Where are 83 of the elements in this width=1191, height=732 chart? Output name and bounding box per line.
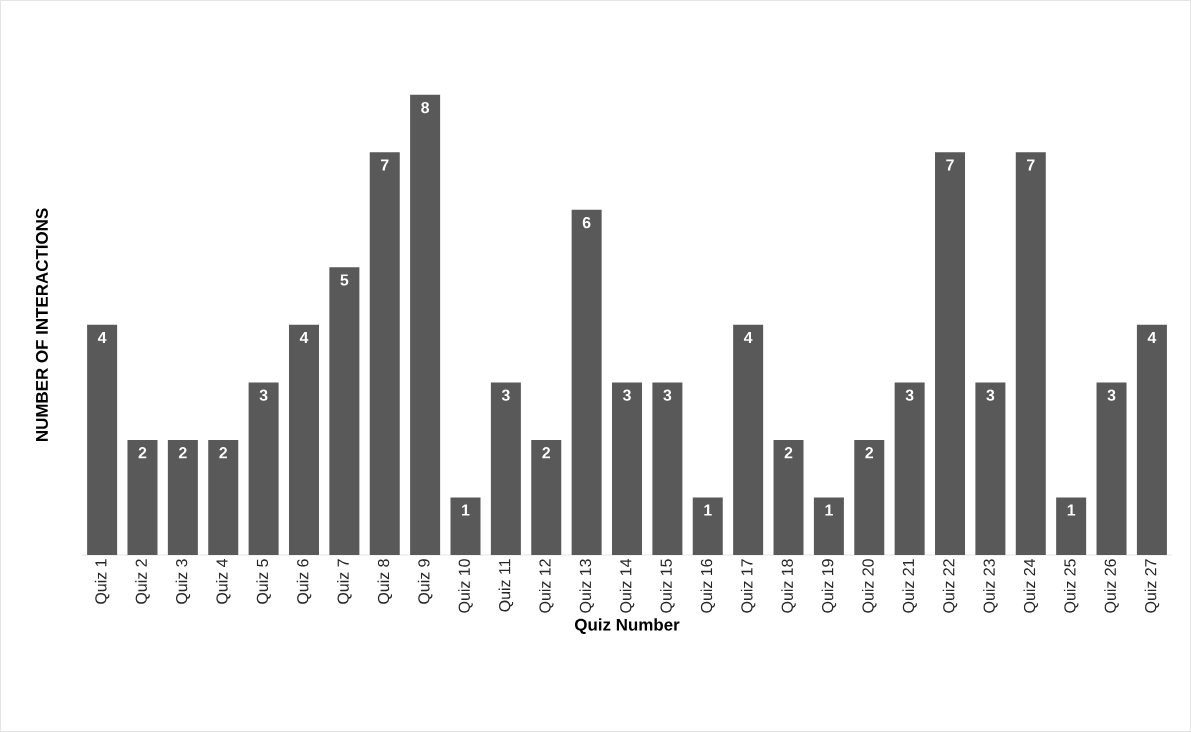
x-tick-label: Quiz 2 (135, 559, 150, 604)
x-tick-label: Quiz 5 (256, 559, 271, 604)
bar (531, 439, 562, 556)
bar (127, 439, 158, 556)
x-tick-label: Quiz 7 (337, 559, 352, 604)
y-axis-title: NUMBER OF INTERACTIONS (35, 208, 48, 441)
bar (410, 94, 441, 556)
data-label: 3 (259, 389, 268, 401)
data-label: 3 (905, 389, 914, 401)
bar (1136, 324, 1167, 556)
x-tick-label: Quiz 27 (1144, 559, 1160, 613)
data-label: 2 (865, 447, 874, 459)
data-label: 2 (138, 447, 147, 459)
x-tick-label: Quiz 8 (377, 559, 393, 604)
data-label: 4 (299, 332, 309, 344)
bar (612, 382, 643, 556)
bar (652, 382, 683, 556)
data-label: 7 (1027, 159, 1035, 171)
x-tick-label: Quiz 10 (458, 559, 473, 613)
bar (288, 324, 319, 556)
bar (813, 497, 844, 556)
x-tick-label: Quiz 15 (660, 559, 675, 613)
x-tick-label: Quiz 23 (983, 559, 998, 613)
data-label: 4 (743, 332, 753, 344)
bar (692, 497, 723, 556)
bar (733, 324, 764, 556)
data-label: 2 (784, 447, 793, 459)
bar (571, 209, 602, 556)
bar (369, 152, 400, 556)
bar (248, 382, 279, 556)
bar (1015, 152, 1046, 556)
data-label: 1 (704, 504, 712, 516)
x-tick-label: Quiz 3 (175, 559, 191, 604)
x-tick-label: Quiz 22 (942, 559, 958, 613)
bar (450, 497, 481, 556)
x-tick-label: Quiz 4 (215, 559, 231, 604)
bar (490, 382, 521, 556)
data-label: 8 (421, 101, 430, 114)
x-tick-label: Quiz 25 (1063, 559, 1079, 613)
x-tick-label: Quiz 9 (417, 559, 433, 604)
x-tick-label: Quiz 1 (94, 559, 110, 604)
data-label: 2 (219, 447, 228, 459)
x-tick-label: Quiz 11 (498, 559, 514, 612)
bar (975, 382, 1006, 556)
data-label: 3 (622, 389, 631, 401)
x-tick-label: Quiz 14 (619, 559, 635, 613)
data-label: 4 (97, 332, 107, 344)
data-label: 6 (582, 217, 591, 229)
data-label: 1 (462, 504, 470, 516)
x-tick-label: Quiz 26 (1104, 559, 1119, 613)
bar (854, 439, 885, 556)
data-label: 2 (542, 447, 551, 459)
x-tick-label: Quiz 6 (296, 559, 312, 604)
x-tick-label: Quiz 18 (781, 559, 796, 613)
x-tick-label: Quiz 13 (579, 559, 594, 613)
bar (329, 267, 360, 556)
data-label: 3 (501, 389, 510, 401)
x-tick-label: Quiz 19 (821, 559, 837, 613)
data-label: 3 (1107, 389, 1116, 401)
bar (935, 152, 966, 556)
x-tick-label: Quiz 20 (861, 559, 877, 613)
data-label: 2 (178, 447, 187, 459)
x-tick-label: Quiz 17 (740, 559, 756, 613)
bar (167, 439, 198, 556)
x-axis-title: Quiz Number (574, 618, 680, 634)
bar (894, 382, 925, 556)
bar (1056, 497, 1087, 556)
bar (773, 439, 804, 556)
data-label: 4 (1147, 332, 1157, 344)
x-tick-label: Quiz 24 (1023, 559, 1039, 613)
data-label: 3 (663, 389, 672, 401)
data-label: 1 (825, 504, 833, 516)
x-tick-label: Quiz 16 (700, 559, 716, 613)
data-label: 5 (340, 274, 349, 286)
data-label: 3 (986, 389, 995, 401)
data-label: 7 (946, 159, 954, 171)
bar (208, 439, 239, 556)
x-tick-label: Quiz 12 (538, 559, 554, 613)
data-label: 7 (381, 159, 389, 171)
bar (87, 324, 118, 556)
data-label: 1 (1067, 504, 1076, 516)
x-tick-label: Quiz 21 (902, 559, 917, 613)
bar (1096, 382, 1127, 556)
